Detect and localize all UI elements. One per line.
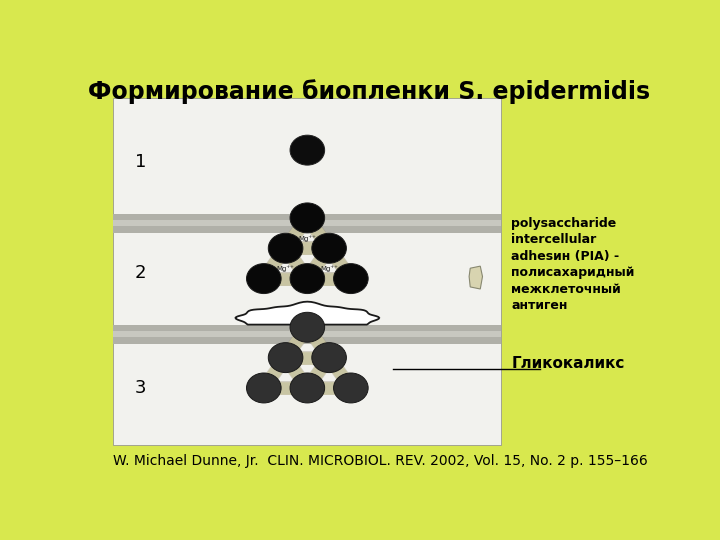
Ellipse shape [246,373,281,403]
Ellipse shape [312,343,346,373]
Text: 1: 1 [135,153,146,171]
Bar [114,325,501,343]
Ellipse shape [333,373,368,403]
Text: 3: 3 [135,379,146,397]
Ellipse shape [290,373,325,403]
Polygon shape [469,266,482,289]
Bar [114,98,501,446]
Bar [114,220,501,226]
Bar [114,213,501,233]
Text: 2: 2 [135,265,146,282]
Text: polysaccharide
intercellular
adhesин (PIA) -
полисахаридный
межклеточный
антиген: polysaccharide intercellular adhesин (PI… [511,217,634,313]
Ellipse shape [246,264,281,294]
Text: Mg⁺⁺: Mg⁺⁺ [276,265,294,272]
Polygon shape [235,302,379,325]
Text: Гликокаликс: Гликокаликс [511,356,625,371]
Ellipse shape [290,264,325,294]
Ellipse shape [290,312,325,342]
Ellipse shape [333,264,368,294]
Text: Mg⁺⁺: Mg⁺⁺ [320,265,338,272]
Ellipse shape [312,233,346,263]
Text: Mg⁺⁺: Mg⁺⁺ [298,235,316,241]
Ellipse shape [290,135,325,165]
Ellipse shape [290,203,325,233]
Ellipse shape [269,343,303,373]
Bar [114,332,501,337]
Text: W. Michael Dunne, Jr.  CLIN. MICROBIOL. REV. 2002, Vol. 15, No. 2 p. 155–166: W. Michael Dunne, Jr. CLIN. MICROBIOL. R… [114,454,648,468]
Ellipse shape [269,233,303,263]
Text: Формирование биопленки S. epidermidis: Формирование биопленки S. epidermidis [88,79,650,104]
